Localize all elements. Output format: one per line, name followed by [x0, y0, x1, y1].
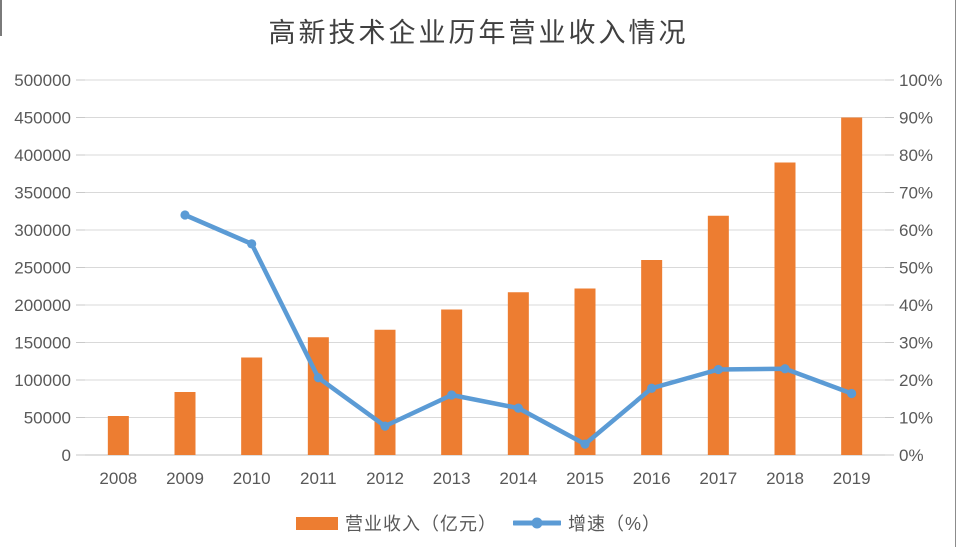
screen-edge-right — [955, 0, 956, 547]
x-axis-category-label: 2009 — [166, 469, 204, 488]
revenue-bar-2012 — [374, 329, 396, 455]
right-axis-tick-label: 40% — [899, 296, 933, 315]
left-axis-tick-label: 200000 — [14, 296, 71, 315]
revenue-bar-2010 — [241, 357, 263, 455]
x-axis-category-label: 2015 — [566, 469, 604, 488]
revenue-bar-2018 — [774, 162, 796, 455]
revenue-bar-2011 — [307, 337, 329, 455]
left-axis-tick-label: 500000 — [14, 71, 71, 90]
right-axis-tick-label: 100% — [899, 71, 942, 90]
revenue-bar-2008 — [107, 416, 129, 455]
right-axis-tick-label: 10% — [899, 409, 933, 428]
growth-point — [247, 239, 257, 249]
growth-point — [313, 373, 323, 383]
revenue-bar-2017 — [707, 215, 729, 455]
chart-title: 高新技术企业历年营业收入情况 — [268, 18, 689, 49]
growth-point — [513, 403, 523, 413]
legend-label-revenue: 营业收入（亿元） — [344, 514, 497, 534]
revenue-bar-2019 — [841, 117, 863, 455]
growth-point — [580, 439, 590, 449]
legend-label-growth: 增速（%） — [567, 514, 661, 534]
revenue-bar-2016 — [641, 260, 663, 455]
x-axis-category-label: 2019 — [833, 469, 871, 488]
right-axis-tick-label: 90% — [899, 109, 933, 128]
left-axis-tick-label: 350000 — [14, 184, 71, 203]
left-axis-tick-label: 300000 — [14, 221, 71, 240]
growth-point — [780, 364, 790, 374]
left-axis-tick-label: 450000 — [14, 109, 71, 128]
growth-point — [647, 383, 657, 393]
right-axis-tick-label: 80% — [899, 146, 933, 165]
screen-edge-top-left — [0, 0, 2, 36]
left-axis-tick-label: 0 — [62, 446, 71, 465]
right-axis-tick-label: 70% — [899, 184, 933, 203]
revenue-bar-2013 — [441, 309, 463, 455]
x-axis-category-label: 2013 — [433, 469, 471, 488]
revenue-bar-swatch-icon — [295, 516, 338, 530]
revenue-bar-2015 — [574, 288, 596, 455]
right-axis-tick-label: 20% — [899, 371, 933, 390]
x-axis-category-label: 2008 — [99, 469, 137, 488]
left-axis-tick-label: 250000 — [14, 259, 71, 278]
left-axis-tick-label: 400000 — [14, 146, 71, 165]
growth-point — [847, 388, 857, 399]
revenue-bar-2009 — [174, 392, 196, 455]
growth-point — [180, 210, 190, 220]
growth-point — [713, 364, 723, 375]
x-axis-category-label: 2014 — [499, 469, 537, 488]
chart-legend: 营业收入（亿元） 增速（%） — [0, 510, 957, 536]
right-axis-tick-label: 30% — [899, 334, 933, 353]
left-axis-tick-label: 150000 — [14, 334, 71, 353]
right-axis-tick-label: 50% — [899, 259, 933, 278]
growth-point — [380, 421, 390, 431]
x-axis-category-label: 2016 — [633, 469, 671, 488]
right-axis-tick-label: 0% — [899, 446, 924, 465]
x-axis-category-label: 2010 — [233, 469, 271, 488]
left-axis-tick-label: 50000 — [24, 409, 71, 428]
growth-line-swatch-icon — [512, 517, 561, 529]
x-axis-category-label: 2017 — [699, 469, 737, 488]
legend-item-growth: 增速（%） — [512, 510, 661, 536]
x-axis-category-label: 2018 — [766, 469, 804, 488]
left-axis-tick-label: 100000 — [14, 371, 71, 390]
growth-point — [447, 390, 457, 400]
right-axis-tick-label: 60% — [899, 221, 933, 240]
x-axis-category-label: 2012 — [366, 469, 404, 488]
x-axis-category-label: 2011 — [300, 469, 337, 488]
revenue-bar-2014 — [507, 292, 529, 455]
legend-item-revenue: 营业收入（亿元） — [295, 510, 497, 536]
